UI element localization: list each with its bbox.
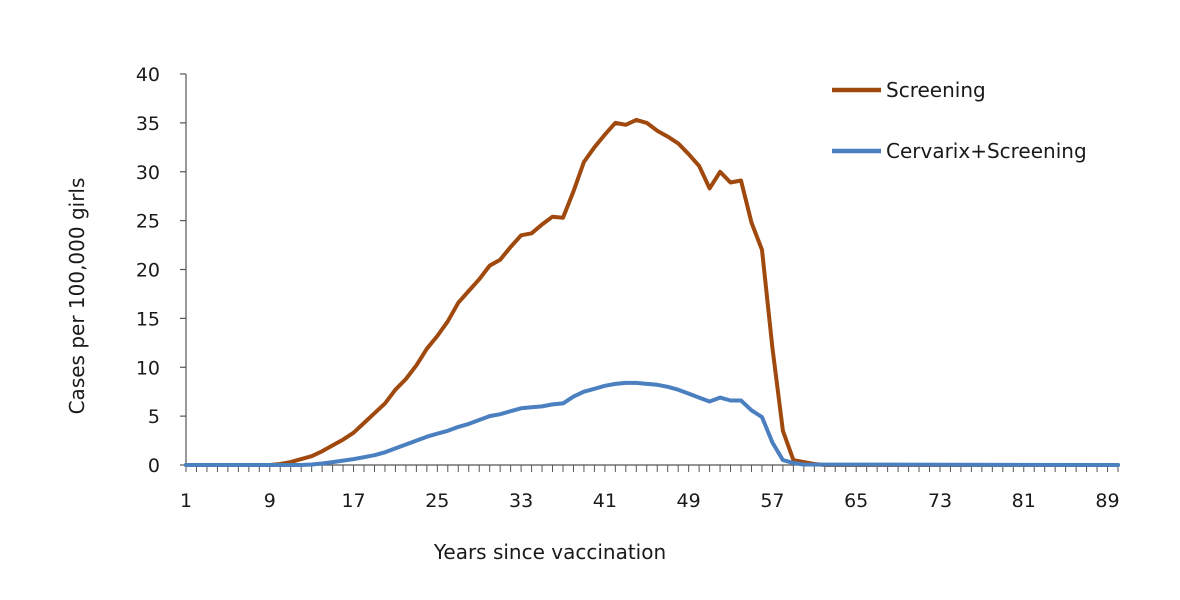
legend-label: Cervarix+Screening: [886, 139, 1087, 163]
legend: Screening Cervarix+Screening: [832, 78, 1087, 163]
series-lines: [184, 117, 1120, 467]
series-line-cervarix-screening: [184, 380, 1120, 467]
x-axis-title: Years since vaccination: [433, 540, 666, 564]
x-tick-label: 89: [1095, 490, 1119, 512]
y-axis: 0 5 10 15 20 25 30 35 40: [136, 64, 187, 477]
x-tick-label: 81: [1012, 490, 1036, 512]
y-tick-label: 5: [148, 406, 160, 428]
y-tick-label: 35: [136, 113, 160, 135]
y-tick-label: 25: [136, 211, 160, 233]
y-tick-label: 20: [136, 260, 160, 282]
x-tick-label: 57: [760, 490, 784, 512]
x-tick-label: 25: [425, 490, 449, 512]
x-tick-label: 9: [264, 490, 276, 512]
x-tick-label: 49: [677, 490, 701, 512]
y-tick-label: 0: [148, 455, 160, 477]
y-axis-title: Cases per 100,000 girls: [65, 178, 89, 415]
x-tick-label: 73: [928, 490, 952, 512]
x-axis: 1 9 17 25 33 41 49 57 65 73 81 89: [180, 464, 1120, 512]
y-tick-label: 30: [136, 162, 160, 184]
y-tick-label: 40: [136, 64, 160, 86]
series-line-screening: [184, 117, 1120, 467]
x-tick-label: 1: [180, 490, 192, 512]
x-tick-label: 65: [844, 490, 868, 512]
x-tick-label: 41: [593, 490, 617, 512]
y-tick-label: 15: [136, 308, 160, 330]
legend-label: Screening: [886, 78, 986, 102]
x-tick-label: 33: [509, 490, 533, 512]
x-tick-label: 17: [341, 490, 365, 512]
y-tick-label: 10: [136, 357, 160, 379]
